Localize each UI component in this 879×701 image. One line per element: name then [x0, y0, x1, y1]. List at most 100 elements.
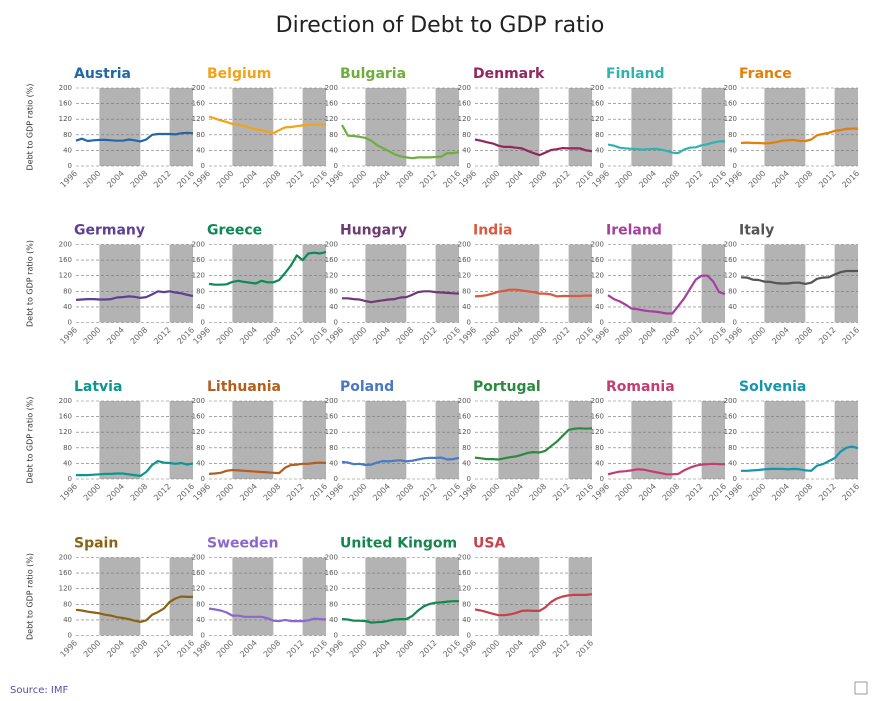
- y-tick-label: 80: [595, 131, 604, 139]
- y-tick-label: 80: [329, 287, 338, 295]
- line: [76, 460, 194, 477]
- y-tick-label: 120: [325, 115, 338, 123]
- y-tick-label: 80: [196, 600, 205, 608]
- y-tick-label: 40: [595, 303, 604, 311]
- y-tick-label: 120: [192, 272, 205, 280]
- x-tick-label: 2004: [770, 169, 791, 190]
- x-tick-label: 2000: [215, 638, 236, 659]
- panel-title: Austria: [74, 66, 131, 82]
- x-tick-label: 2004: [371, 638, 392, 659]
- y-tick-label: 120: [591, 272, 604, 280]
- y-tick-label: 160: [458, 100, 471, 108]
- x-tick-label: 2000: [82, 325, 103, 346]
- line: [75, 290, 194, 301]
- shaded-period: [568, 557, 592, 636]
- y-tick-label: 200: [724, 241, 737, 249]
- x-tick-label: 1996: [58, 482, 79, 503]
- panel-title: Spain: [74, 536, 118, 552]
- x-tick-label: 2012: [285, 169, 306, 190]
- line: [474, 288, 592, 298]
- y-tick-label: 0: [334, 162, 338, 170]
- panel-title: Bulgaria: [340, 66, 406, 82]
- y-tick-label: 200: [724, 84, 737, 92]
- y-tick-label: 160: [192, 100, 205, 108]
- y-tick-label: 0: [733, 475, 737, 483]
- shaded-period: [302, 244, 326, 323]
- shaded-period: [498, 244, 540, 323]
- panel-title: Solvenia: [739, 379, 806, 395]
- line: [740, 127, 858, 145]
- x-tick-label: 2000: [82, 638, 103, 659]
- y-tick-label: 120: [59, 585, 72, 593]
- x-tick-label: 2004: [238, 482, 259, 503]
- shaded-period: [701, 401, 725, 479]
- x-tick-label: 2008: [395, 325, 416, 346]
- x-tick-label: 2004: [371, 325, 392, 346]
- x-tick-label: 2012: [817, 482, 838, 503]
- x-tick-label: 2016: [308, 638, 329, 659]
- x-tick-label: 2016: [574, 638, 595, 659]
- panel-title: Poland: [340, 379, 394, 395]
- y-tick-label: 160: [325, 569, 338, 577]
- line: [607, 462, 725, 476]
- x-tick-label: 1996: [324, 482, 345, 503]
- shaded-period: [764, 88, 806, 166]
- x-tick-label: 2008: [129, 325, 150, 346]
- y-tick-label: 200: [59, 241, 72, 249]
- x-tick-label: 1996: [191, 482, 212, 503]
- line: [741, 445, 859, 472]
- x-tick-label: 2016: [840, 482, 861, 503]
- shaded-period: [701, 88, 725, 166]
- x-tick-label: 2016: [175, 482, 196, 503]
- y-tick-label: 160: [591, 413, 604, 421]
- y-tick-label: 80: [196, 444, 205, 452]
- panel-title: Ireland: [606, 223, 662, 239]
- line: [341, 456, 460, 467]
- y-tick-label: 0: [68, 162, 72, 170]
- x-tick-label: 2016: [175, 325, 196, 346]
- y-tick-label: 120: [192, 115, 205, 123]
- x-tick-label: 2004: [504, 325, 525, 346]
- x-tick-label: 1996: [723, 482, 744, 503]
- y-tick-label: 0: [68, 475, 72, 483]
- y-tick-label: 40: [63, 459, 72, 467]
- y-tick-label: 160: [724, 256, 737, 264]
- y-tick-label: 80: [63, 600, 72, 608]
- y-tick-label: 120: [325, 585, 338, 593]
- x-tick-label: 2012: [285, 325, 306, 346]
- y-tick-label: 0: [600, 475, 604, 483]
- x-tick-label: 2000: [481, 169, 502, 190]
- y-tick-label: 200: [591, 397, 604, 405]
- x-tick-label: 2004: [770, 482, 791, 503]
- y-tick-label: 200: [325, 397, 338, 405]
- x-tick-label: 2004: [105, 482, 126, 503]
- y-tick-label: 80: [196, 131, 205, 139]
- y-tick-label: 0: [201, 319, 205, 327]
- shaded-period: [99, 244, 141, 323]
- shaded-period: [568, 244, 592, 323]
- panel-title: Latvia: [74, 379, 122, 395]
- shaded-period: [365, 401, 407, 479]
- y-tick-label: 200: [591, 84, 604, 92]
- y-tick-label: 160: [458, 413, 471, 421]
- x-tick-label: 1996: [590, 482, 611, 503]
- shaded-period: [302, 557, 326, 636]
- y-tick-label: 120: [325, 272, 338, 280]
- y-tick-label: 0: [600, 162, 604, 170]
- x-tick-label: 2004: [637, 169, 658, 190]
- x-tick-label: 2000: [215, 325, 236, 346]
- x-tick-label: 2012: [551, 169, 572, 190]
- x-tick-label: 2008: [794, 169, 815, 190]
- shaded-period: [169, 401, 193, 479]
- x-tick-label: 1996: [191, 169, 212, 190]
- x-tick-label: 2000: [481, 325, 502, 346]
- x-tick-label: 2008: [661, 325, 682, 346]
- y-tick-label: 200: [59, 554, 72, 562]
- y-tick-label: 0: [201, 632, 205, 640]
- x-tick-label: 2004: [238, 325, 259, 346]
- x-tick-label: 2008: [129, 482, 150, 503]
- line: [208, 607, 327, 623]
- y-tick-label: 200: [192, 554, 205, 562]
- y-tick-label: 160: [59, 100, 72, 108]
- panel-title: United Kingom: [340, 536, 457, 552]
